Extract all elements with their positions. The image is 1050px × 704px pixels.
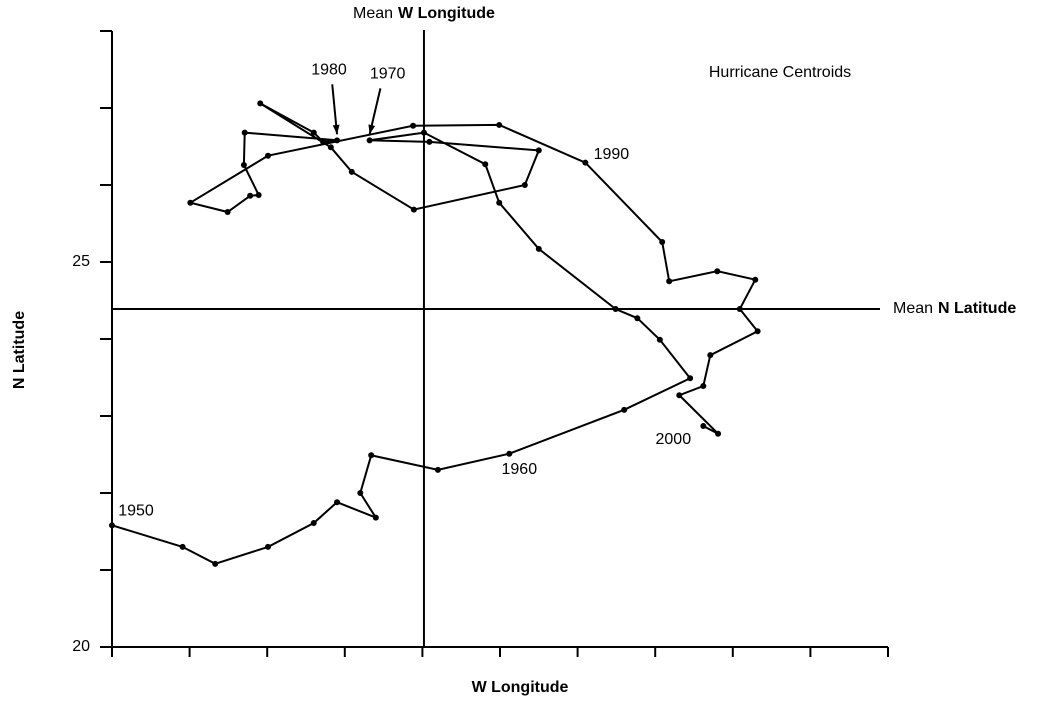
track-point [700,382,707,389]
y-axis-label: N Latitude [11,311,28,389]
track-point [496,121,503,128]
track-point [496,199,503,206]
label-bold: W Longitude [398,5,495,22]
year-annotation: 1960 [502,461,538,478]
track-point [327,144,334,151]
track-point [109,522,115,529]
track-point [482,161,489,168]
chart-title: Hurricane Centroids [709,64,851,81]
year-annotation: 2000 [656,431,692,448]
track-point [212,560,219,567]
track-point [621,406,628,413]
label-prefix: Mean [893,300,933,317]
track-point [666,278,673,285]
track-point [320,138,327,145]
track-point [656,336,663,343]
y-tick-label: 25 [72,253,90,270]
track-point [521,182,528,188]
year-annotation: 1980 [311,62,347,79]
track-point [366,137,373,144]
track-point [715,430,722,437]
x-axis-label: W Longitude [472,679,569,696]
track-point [707,352,714,359]
track-point [372,514,379,521]
track-point [410,206,417,213]
track-point [241,129,248,136]
track-point [310,129,317,136]
track-line [111,102,760,565]
track-point [247,192,254,199]
track-point [310,520,317,527]
track-point [752,276,759,283]
track-point [659,238,666,245]
year-annotation: 1970 [370,66,406,83]
track-point [257,100,264,107]
track-point [368,452,375,459]
track-point [224,208,231,215]
track-point [357,490,364,496]
track-point [434,466,441,473]
track-point [582,159,589,166]
track-point [334,137,341,144]
track-point [410,122,417,129]
track-point [736,305,743,312]
track-point [535,147,542,154]
track-point [634,315,641,322]
label-bold: N Latitude [938,300,1016,317]
track-point [255,192,262,199]
mean-latitude-label: Mean N Latitude [893,300,1016,317]
year-annotation: 1990 [594,146,630,163]
track-point [535,245,542,252]
track-point [700,423,707,430]
track-point [264,152,271,159]
mean-longitude-label: Mean W Longitude [353,5,495,22]
track-point [754,328,761,335]
track-point [612,305,619,312]
y-tick-label: 20 [72,638,90,655]
arrow-head [368,124,376,135]
track-point [420,129,427,136]
track-point [348,168,355,175]
arrow-head [332,124,340,135]
track-point [426,138,433,145]
year-annotation: 1950 [118,503,154,520]
track-point [187,199,194,206]
track-point [687,375,694,382]
track-point [334,499,341,506]
track-point [714,268,721,275]
label-prefix: Mean [353,5,393,22]
track-point [676,392,683,399]
track-point [264,543,271,550]
track-point [179,543,186,550]
track-point [506,450,513,457]
track-point [240,161,247,168]
